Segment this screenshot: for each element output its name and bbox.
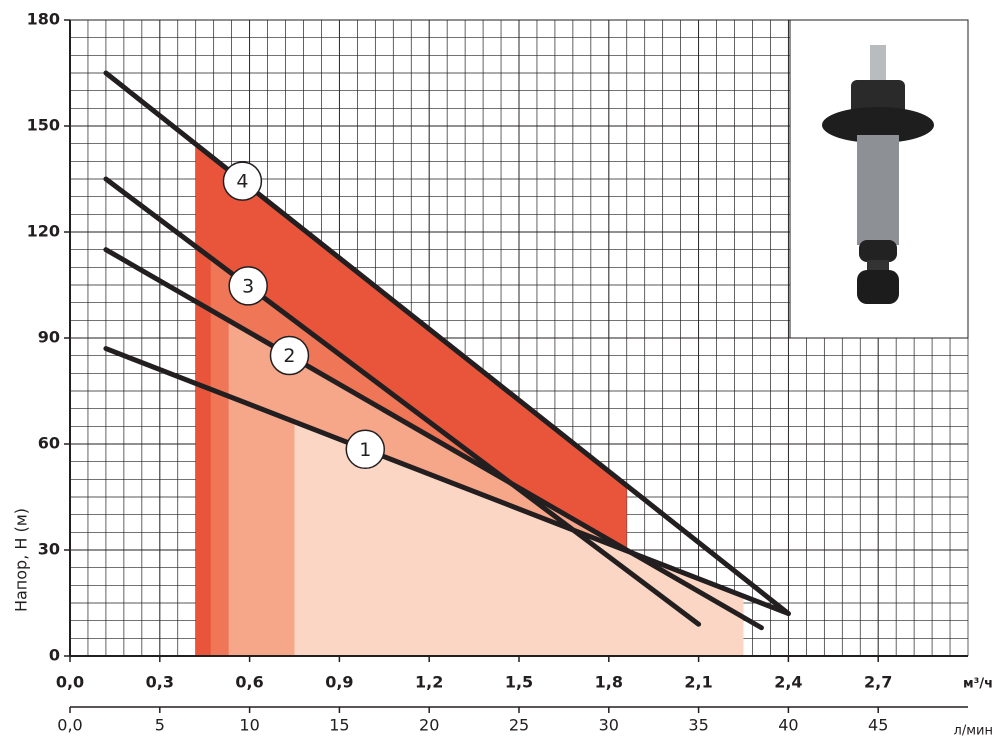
- x-tick-label: 0,6: [235, 673, 263, 692]
- y-tick-label: 90: [38, 328, 60, 347]
- x2-tick-label: 35: [688, 716, 708, 735]
- curve: [103, 70, 791, 617]
- x-tick-label: 0,0: [56, 673, 84, 692]
- curve-label: 2: [283, 345, 295, 367]
- photo-base: [857, 270, 899, 304]
- lines: [103, 70, 791, 631]
- x-tick-label: 0,3: [146, 673, 174, 692]
- x2-tick-label: 30: [599, 716, 619, 735]
- curve-label: 3: [242, 275, 254, 297]
- photo-neck: [867, 260, 889, 272]
- x2-tick-label: 45: [868, 716, 888, 735]
- x-tick-label: 2,7: [864, 673, 892, 692]
- y-tick-label: 30: [38, 540, 60, 559]
- y-tick-label: 180: [27, 10, 60, 29]
- curve-label: 4: [236, 171, 248, 193]
- x2-tick-label: 25: [509, 716, 529, 735]
- x2-tick-label: 20: [419, 716, 439, 735]
- x-tick-label: 2,4: [774, 673, 802, 692]
- y-tick-label: 120: [27, 222, 60, 241]
- y-tick-label: 150: [27, 116, 60, 135]
- x2-tick-label: 10: [239, 716, 259, 735]
- x2-tick-label: 15: [329, 716, 349, 735]
- y-axis-label: Напор, H (м): [12, 508, 31, 612]
- regions: [195, 144, 744, 656]
- photo-shaft: [857, 135, 899, 245]
- x-axis-unit: м³/ч: [963, 677, 993, 692]
- photo-ring: [859, 240, 897, 262]
- operating-region: [294, 421, 744, 656]
- x-tick-label: 2,1: [684, 673, 712, 692]
- x2-tick-label: 0,0: [57, 716, 82, 735]
- y-tick-label: 0: [49, 646, 60, 665]
- curve-badge: [228, 266, 268, 306]
- curve-badge: [345, 429, 386, 470]
- curve: [103, 346, 791, 617]
- curve: [103, 176, 702, 627]
- x2-tick-label: 40: [778, 716, 798, 735]
- product-photo: [789, 19, 969, 339]
- curve-badge: [269, 335, 310, 376]
- y-tick-label: 60: [38, 434, 60, 453]
- x-tick-label: 1,2: [415, 673, 443, 692]
- photo-disk: [822, 107, 934, 143]
- curve: [103, 247, 764, 631]
- x-tick-label: 1,8: [595, 673, 623, 692]
- curve-badge: [222, 161, 263, 201]
- x-tick-label: 0,9: [325, 673, 353, 692]
- x2-tick-label: 5: [155, 716, 165, 735]
- curve-label: 1: [359, 439, 371, 461]
- x-tick-label: 1,5: [505, 673, 533, 692]
- x2-axis-unit: л/мин: [954, 724, 993, 739]
- photo-cap: [851, 80, 905, 116]
